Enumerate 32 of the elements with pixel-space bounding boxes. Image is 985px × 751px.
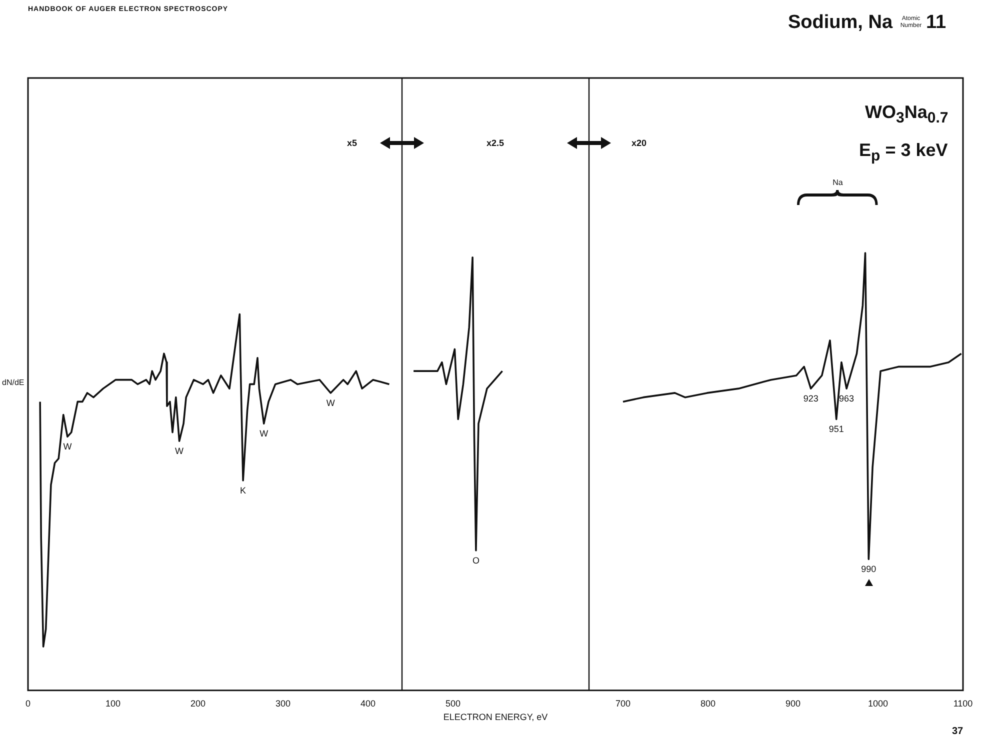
x-tick-label: 100 bbox=[105, 698, 121, 708]
text: 11 bbox=[926, 12, 946, 34]
annotation: 923 bbox=[803, 394, 818, 404]
x-tick-label: 400 bbox=[360, 698, 376, 708]
x-axis-title: ELECTRON ENERGY, eV bbox=[443, 712, 548, 722]
text: x5 bbox=[347, 138, 358, 148]
x-tick-label: 200 bbox=[190, 698, 206, 708]
annotation: W bbox=[326, 398, 336, 408]
x-tick-label: 500 bbox=[445, 698, 461, 708]
x-tick-label: 1100 bbox=[953, 698, 973, 708]
annotation: 990 bbox=[861, 564, 876, 574]
text: x2.5 bbox=[486, 138, 504, 148]
text: E$_{p}$ = 3 keV bbox=[859, 140, 948, 165]
x-tick-label: 800 bbox=[700, 698, 716, 708]
text: 37 bbox=[952, 726, 964, 737]
annotation: W bbox=[175, 446, 184, 456]
text: WO$_{3}$Na$_{0.7}$ bbox=[865, 102, 948, 127]
annotation: K bbox=[240, 485, 246, 496]
chart-title: Sodium, Na bbox=[788, 12, 893, 34]
annotation: 951 bbox=[828, 424, 844, 434]
text: Na bbox=[832, 178, 843, 187]
x-tick-label: 700 bbox=[615, 698, 631, 708]
annotation: 963 bbox=[839, 394, 854, 404]
y-axis-title: dN/dE bbox=[2, 378, 24, 388]
x-tick-label: 0 bbox=[25, 698, 31, 708]
x-tick-label: 900 bbox=[785, 698, 801, 708]
annotation: W bbox=[63, 442, 72, 452]
x-tick-label: 1000 bbox=[868, 698, 888, 708]
annotation: O bbox=[472, 555, 480, 566]
x-tick-label: 300 bbox=[275, 698, 291, 708]
annotation: W bbox=[260, 428, 269, 439]
text: x20 bbox=[632, 138, 647, 148]
